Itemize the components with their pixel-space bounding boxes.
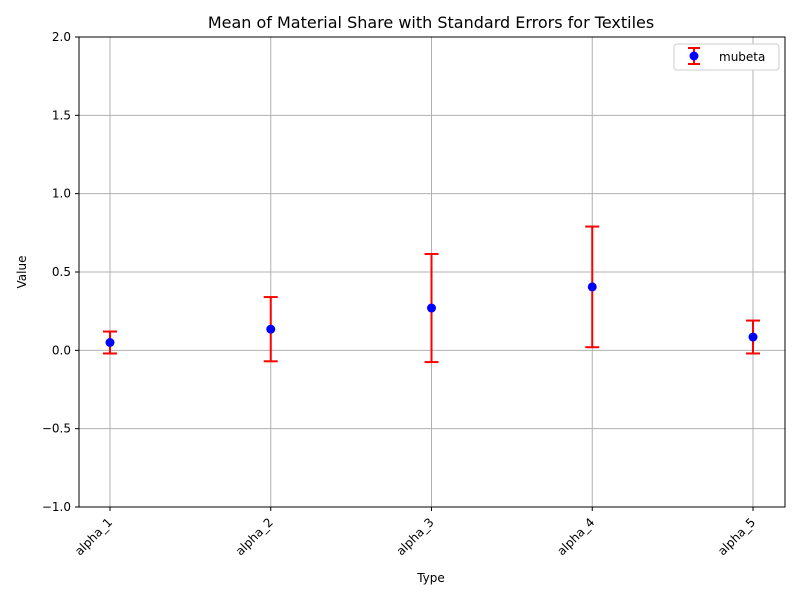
y-tick-label: 0.5 — [52, 265, 71, 279]
chart-title: Mean of Material Share with Standard Err… — [208, 13, 654, 32]
legend-box — [673, 43, 780, 71]
data-point — [587, 282, 597, 292]
y-tick-label: 0.0 — [52, 343, 71, 357]
y-tick-label: 1.5 — [52, 108, 71, 122]
y-tick-label: 1.0 — [52, 187, 71, 201]
y-tick-label: −0.5 — [42, 422, 71, 436]
y-tick-label: 2.0 — [52, 30, 71, 44]
data-point — [266, 324, 276, 334]
data-point — [105, 338, 115, 347]
data-series — [103, 225, 760, 364]
y-tick-label: −1.0 — [42, 500, 71, 514]
data-point — [427, 303, 436, 313]
legend-errorbar-icon — [688, 47, 700, 65]
x-axis-label: Type — [416, 571, 445, 585]
y-axis-ticks: −1.0 −0.5 0.0 0.5 1.0 1.5 2.0 — [42, 30, 79, 514]
legend-label: mubeta — [719, 50, 765, 64]
data-point — [748, 332, 758, 342]
legend: mubeta — [673, 43, 780, 71]
y-axis-label: Value — [15, 256, 29, 289]
